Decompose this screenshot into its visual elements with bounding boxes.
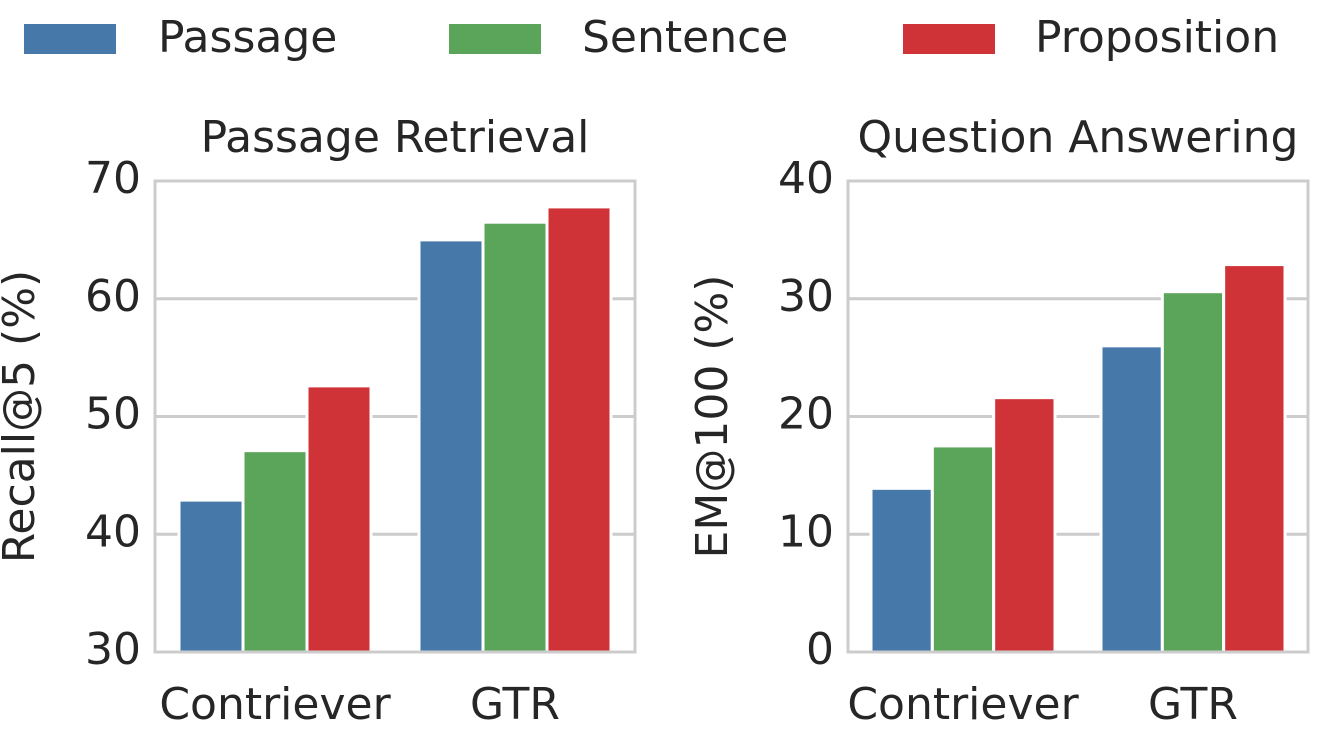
legend-swatch: [24, 24, 116, 54]
bar: [241, 449, 309, 654]
bar: [1160, 290, 1226, 654]
legend-label: Passage: [158, 12, 337, 63]
bar: [1222, 263, 1287, 654]
y-tick-label: 70: [85, 153, 141, 204]
bar: [305, 384, 373, 654]
x-tick-label: Contriever: [159, 679, 391, 730]
bar: [177, 498, 245, 654]
axes-frame: [153, 179, 637, 654]
bar: [1099, 344, 1164, 654]
bar: [930, 444, 996, 654]
y-tick-label: 50: [85, 389, 141, 440]
y-tick-label: 10: [778, 506, 834, 557]
x-tick-label: GTR: [1148, 679, 1238, 730]
y-tick-label: 30: [85, 624, 141, 675]
bar: [545, 205, 613, 654]
legend-label: Proposition: [1035, 12, 1279, 63]
x-tick-label: Contriever: [847, 679, 1079, 730]
bar: [417, 238, 485, 654]
y-axis-label: EM@100 (%): [687, 275, 738, 559]
bar: [869, 486, 934, 654]
legend-label: Sentence: [582, 12, 788, 63]
bar: [992, 396, 1057, 654]
y-tick-label: 40: [85, 506, 141, 557]
y-tick-label: 60: [85, 271, 141, 322]
legend-swatch: [449, 24, 541, 54]
y-axis-label: Recall@5 (%): [0, 270, 45, 563]
chart-title: Passage Retrieval: [201, 112, 590, 163]
y-tick-label: 20: [778, 389, 834, 440]
y-tick-label: 40: [778, 153, 834, 204]
legend-swatch: [903, 24, 995, 54]
y-tick-label: 30: [778, 271, 834, 322]
bar: [481, 220, 549, 654]
axes-frame: [846, 179, 1310, 654]
y-tick-label: 0: [806, 624, 834, 675]
chart-title: Question Answering: [858, 112, 1299, 163]
x-tick-label: GTR: [470, 679, 560, 730]
